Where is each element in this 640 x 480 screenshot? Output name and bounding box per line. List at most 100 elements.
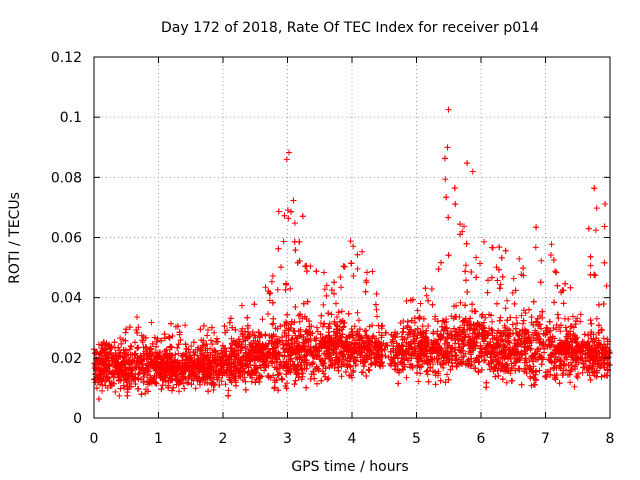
data-point — [325, 375, 332, 382]
data-point — [338, 308, 345, 315]
data-point — [322, 373, 329, 380]
data-point — [547, 252, 554, 258]
data-point — [551, 375, 558, 382]
data-point — [439, 360, 446, 367]
data-point — [468, 355, 475, 362]
data-point — [536, 331, 542, 338]
data-point — [394, 330, 401, 337]
data-point — [341, 263, 348, 270]
data-point — [379, 362, 386, 369]
data-point — [285, 325, 292, 332]
data-point — [535, 346, 542, 353]
data-point — [509, 321, 516, 328]
data-point — [510, 275, 517, 282]
data-point — [300, 300, 307, 307]
data-point — [388, 331, 395, 338]
data-point — [477, 260, 483, 267]
data-point — [433, 340, 440, 347]
data-point — [284, 207, 291, 213]
data-point — [579, 369, 586, 376]
data-point — [457, 231, 464, 238]
data-point — [562, 338, 569, 345]
data-point — [338, 284, 344, 291]
data-point — [282, 286, 289, 293]
data-point — [379, 322, 386, 329]
data-point — [232, 326, 239, 333]
data-point — [447, 366, 454, 373]
data-point — [445, 106, 452, 113]
data-point — [331, 279, 338, 286]
data-point — [462, 262, 469, 269]
data-point — [313, 363, 320, 370]
data-point — [103, 373, 110, 380]
data-point — [190, 349, 197, 355]
data-point — [261, 367, 268, 374]
data-point — [227, 377, 234, 384]
data-point — [572, 357, 579, 364]
data-point — [541, 349, 547, 356]
data-point — [270, 315, 277, 322]
data-point — [128, 343, 135, 350]
data-point — [593, 335, 600, 342]
data-point — [317, 320, 324, 326]
data-point — [121, 350, 128, 357]
data-point — [555, 315, 562, 322]
data-point — [453, 302, 460, 309]
data-point — [196, 374, 203, 381]
data-point — [348, 260, 355, 267]
data-point — [472, 365, 479, 371]
data-point — [400, 325, 407, 332]
data-point — [400, 343, 407, 350]
data-point — [397, 319, 404, 326]
data-point — [275, 387, 282, 394]
data-point — [464, 326, 471, 333]
data-point — [461, 223, 467, 230]
data-point — [478, 366, 485, 373]
data-point — [502, 247, 509, 254]
data-point — [222, 381, 229, 388]
data-point — [560, 300, 567, 307]
data-point — [464, 160, 471, 167]
data-point — [519, 352, 526, 358]
data-point — [334, 364, 341, 371]
data-point — [434, 359, 441, 366]
data-point — [211, 329, 218, 336]
data-point — [297, 311, 304, 318]
data-point — [448, 313, 455, 320]
data-point — [596, 330, 603, 336]
data-point — [552, 268, 559, 275]
data-point — [182, 350, 189, 357]
data-point — [269, 321, 276, 328]
data-point — [419, 323, 426, 330]
data-point — [134, 345, 141, 352]
data-point — [414, 369, 421, 376]
data-point — [169, 373, 176, 380]
data-point — [277, 323, 284, 330]
data-point — [255, 329, 262, 335]
data-point — [313, 268, 320, 275]
data-point — [319, 368, 326, 375]
data-point — [127, 373, 134, 380]
data-point — [469, 168, 476, 175]
data-point — [246, 333, 253, 340]
data-point — [337, 318, 344, 325]
data-point — [200, 337, 207, 344]
data-point — [266, 290, 273, 297]
data-point — [530, 298, 537, 305]
data-point — [153, 338, 160, 345]
data-point — [214, 335, 220, 342]
data-point — [451, 185, 458, 192]
data-point — [197, 326, 204, 333]
data-point — [401, 361, 408, 368]
data-point — [561, 315, 568, 322]
data-point — [434, 328, 441, 335]
data-point — [285, 215, 292, 222]
data-point — [134, 314, 140, 321]
data-point — [602, 201, 609, 207]
data-point — [320, 301, 327, 308]
data-point — [123, 326, 130, 333]
data-point — [405, 357, 412, 364]
data-point — [507, 314, 514, 321]
data-point — [443, 194, 450, 201]
data-point — [575, 342, 582, 349]
